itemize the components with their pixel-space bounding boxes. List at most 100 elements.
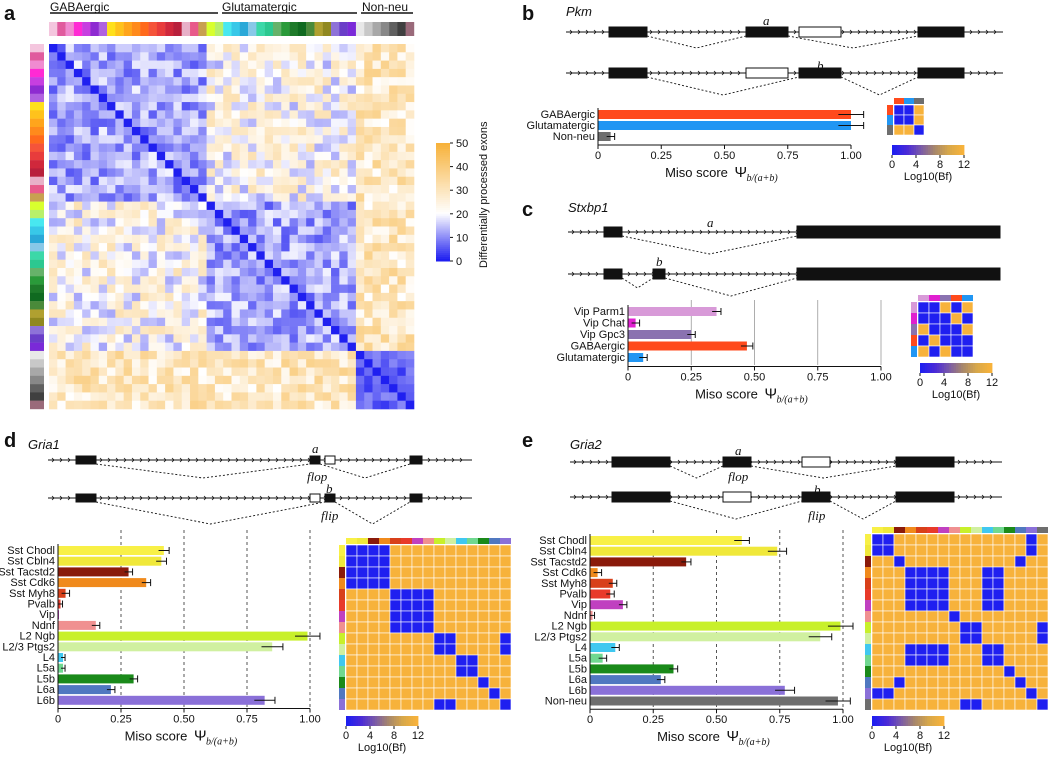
cell-type-swatch xyxy=(131,22,141,36)
heatmap-cell xyxy=(405,259,415,269)
pkm-isoform-a: a xyxy=(763,13,770,28)
heatmap-cell xyxy=(248,52,257,61)
strand-arrow xyxy=(709,494,713,500)
heatmap-cell xyxy=(140,234,149,244)
bf-cell xyxy=(992,665,1005,678)
heatmap-cell xyxy=(231,259,241,269)
heatmap-cell xyxy=(123,317,133,327)
heatmap-cell xyxy=(107,218,116,227)
bf-swatch-top xyxy=(949,527,960,533)
heatmap-cell xyxy=(65,218,75,227)
heatmap-cell xyxy=(181,85,191,95)
heatmap-cell xyxy=(214,400,224,410)
heatmap-cell xyxy=(347,85,357,95)
heatmap-cell xyxy=(156,400,166,410)
cell-type-swatch xyxy=(30,176,44,186)
heatmap-cell xyxy=(49,77,58,86)
strand-arrow xyxy=(739,271,743,277)
heatmap-cell xyxy=(90,168,100,178)
heatmap-cell xyxy=(322,226,332,236)
heatmap-cell xyxy=(380,44,390,53)
heatmap-cell xyxy=(73,143,83,153)
gria2-name-flop: flop xyxy=(728,469,749,484)
heatmap-cell xyxy=(347,226,357,236)
heatmap-cell xyxy=(355,334,365,343)
bf-cell xyxy=(926,654,939,667)
heatmap-cell xyxy=(57,301,66,310)
heatmap-cell xyxy=(272,234,282,244)
strand-arrow xyxy=(717,459,721,465)
strand-arrow xyxy=(597,459,601,465)
bf-colorbar-step xyxy=(934,363,938,373)
heatmap-cell xyxy=(264,60,274,70)
heatmap-cell xyxy=(372,185,382,194)
bf-cell xyxy=(422,555,435,568)
heatmap-cell xyxy=(156,126,166,136)
bf-swatch-left xyxy=(865,688,871,699)
heatmap-cell xyxy=(123,326,133,335)
cell-type-swatch xyxy=(214,22,224,36)
strand-arrow xyxy=(853,459,857,465)
heatmap-cell xyxy=(264,292,274,302)
bf-cell xyxy=(422,599,435,612)
heatmap-cell xyxy=(256,309,265,319)
bf-cell xyxy=(411,566,424,579)
bf-cell xyxy=(1014,599,1027,612)
bf-cell xyxy=(389,599,402,612)
heatmap-cell xyxy=(73,160,83,169)
heatmap-cell xyxy=(231,77,241,86)
strand-arrow xyxy=(989,459,993,465)
cell-type-swatch xyxy=(30,168,44,177)
heatmap-cell xyxy=(297,226,307,236)
heatmap-cell xyxy=(98,367,108,377)
heatmap-cell xyxy=(364,251,373,260)
heatmap-cell xyxy=(331,52,340,61)
heatmap-cell xyxy=(239,160,249,169)
bf-swatch-top xyxy=(456,538,467,544)
heatmap-cell xyxy=(347,168,357,178)
bf-colorbar-step xyxy=(961,145,965,155)
heatmap-cell xyxy=(264,201,274,211)
heatmap-cell xyxy=(405,301,415,310)
bf-cell xyxy=(893,555,906,568)
heatmap-cell xyxy=(239,168,249,178)
heatmap-cell xyxy=(256,342,265,352)
heatmap-cell xyxy=(380,400,390,410)
cell-type-swatch xyxy=(314,22,323,36)
bf-cell xyxy=(950,323,963,336)
heatmap-cell xyxy=(115,292,124,302)
x-tick-label: 0.25 xyxy=(651,150,672,162)
heatmap-cell xyxy=(297,160,307,169)
colorbar-tick-label: 20 xyxy=(456,209,468,221)
strand-arrow xyxy=(977,70,981,76)
heatmap-cell xyxy=(65,350,75,360)
bf-cell xyxy=(981,687,994,700)
heatmap-cell xyxy=(115,52,124,61)
strand-arrow xyxy=(889,70,893,76)
heatmap-cell xyxy=(297,367,307,377)
strand-arrow xyxy=(881,29,885,35)
bf-colorbar-step xyxy=(904,145,907,155)
heatmap-cell xyxy=(65,168,75,178)
cell-type-swatch xyxy=(256,22,265,36)
heatmap-cell xyxy=(123,135,133,144)
heatmap-cell xyxy=(198,85,207,95)
heatmap-cell xyxy=(355,317,365,327)
heatmap-cell xyxy=(306,102,315,111)
heatmap-cell xyxy=(231,384,241,393)
bf-cell xyxy=(939,345,952,358)
heatmap-cell xyxy=(156,85,166,95)
bf-cell xyxy=(378,676,391,689)
heatmap-cell xyxy=(364,234,373,244)
strand-arrow xyxy=(773,494,777,500)
heatmap-cell xyxy=(107,243,116,252)
cell-type-swatch xyxy=(223,22,232,36)
bf-cell xyxy=(477,654,490,667)
heatmap-cell xyxy=(214,60,224,70)
heatmap-cell xyxy=(405,135,415,144)
bf-cell xyxy=(1003,610,1016,623)
bf-cell xyxy=(345,610,358,623)
heatmap-cell xyxy=(339,226,348,236)
heatmap-cell xyxy=(297,276,307,285)
heatmap-cell xyxy=(405,85,415,95)
